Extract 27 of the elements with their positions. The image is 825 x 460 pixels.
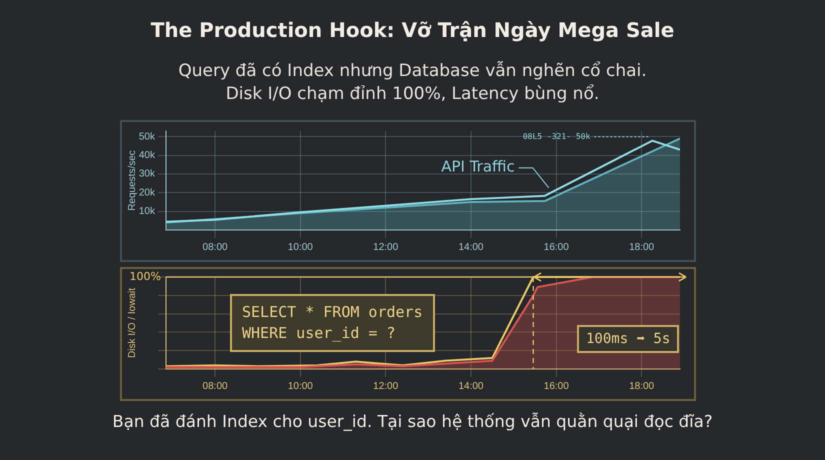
y-tick-label: 40k bbox=[138, 150, 156, 162]
x-tick-label: 16:00 bbox=[544, 380, 570, 392]
annotation: SELECT * FROM orders WHERE user_id = ? bbox=[230, 294, 435, 352]
x-tick-label: 18:00 bbox=[629, 242, 655, 253]
x-tick-label: 08:00 bbox=[202, 242, 228, 253]
annotation: 100ms ➡ 5s bbox=[577, 325, 680, 353]
ref-line-label: 100% bbox=[130, 270, 161, 283]
y-axis-title: Requests/sec bbox=[126, 150, 138, 211]
y-tick-label: 20k bbox=[138, 187, 156, 198]
x-tick-label: 10:00 bbox=[288, 242, 314, 253]
x-tick-label: 12:00 bbox=[373, 242, 399, 253]
chart-subtitle: Query đã có Index nhưng Database vẫn nghẽn cổ chai. Disk I/O chạm đỉnh 100%, Latency bùng nổ. bbox=[177, 60, 648, 106]
text: Bạn đã đánh Index cho user_id. Tại sao hệ thống vẫn quằn quại đọc đĩa? bbox=[111, 412, 714, 431]
y-axis-title: Disk I/O / Iowait bbox=[126, 288, 138, 358]
annotation: 08L5 -321- 50k bbox=[522, 132, 590, 141]
x-tick-label: 08:00 bbox=[202, 380, 228, 392]
annotation: API Traffic bbox=[441, 158, 515, 176]
x-tick-label: 10:00 bbox=[288, 380, 314, 392]
y-tick-label: 30k bbox=[138, 168, 156, 180]
x-tick-label: 14:00 bbox=[458, 242, 484, 253]
chart-title: The Production Hook: Vỡ Trận Ngày Mega Sale bbox=[150, 18, 676, 42]
x-tick-label: 14:00 bbox=[458, 380, 484, 392]
y-tick-label: 10k bbox=[138, 206, 156, 218]
x-tick-label: 16:00 bbox=[544, 242, 570, 253]
x-tick-label: 12:00 bbox=[373, 380, 399, 392]
y-tick-label: 50k bbox=[138, 131, 156, 142]
x-tick-label: 18:00 bbox=[629, 380, 655, 392]
